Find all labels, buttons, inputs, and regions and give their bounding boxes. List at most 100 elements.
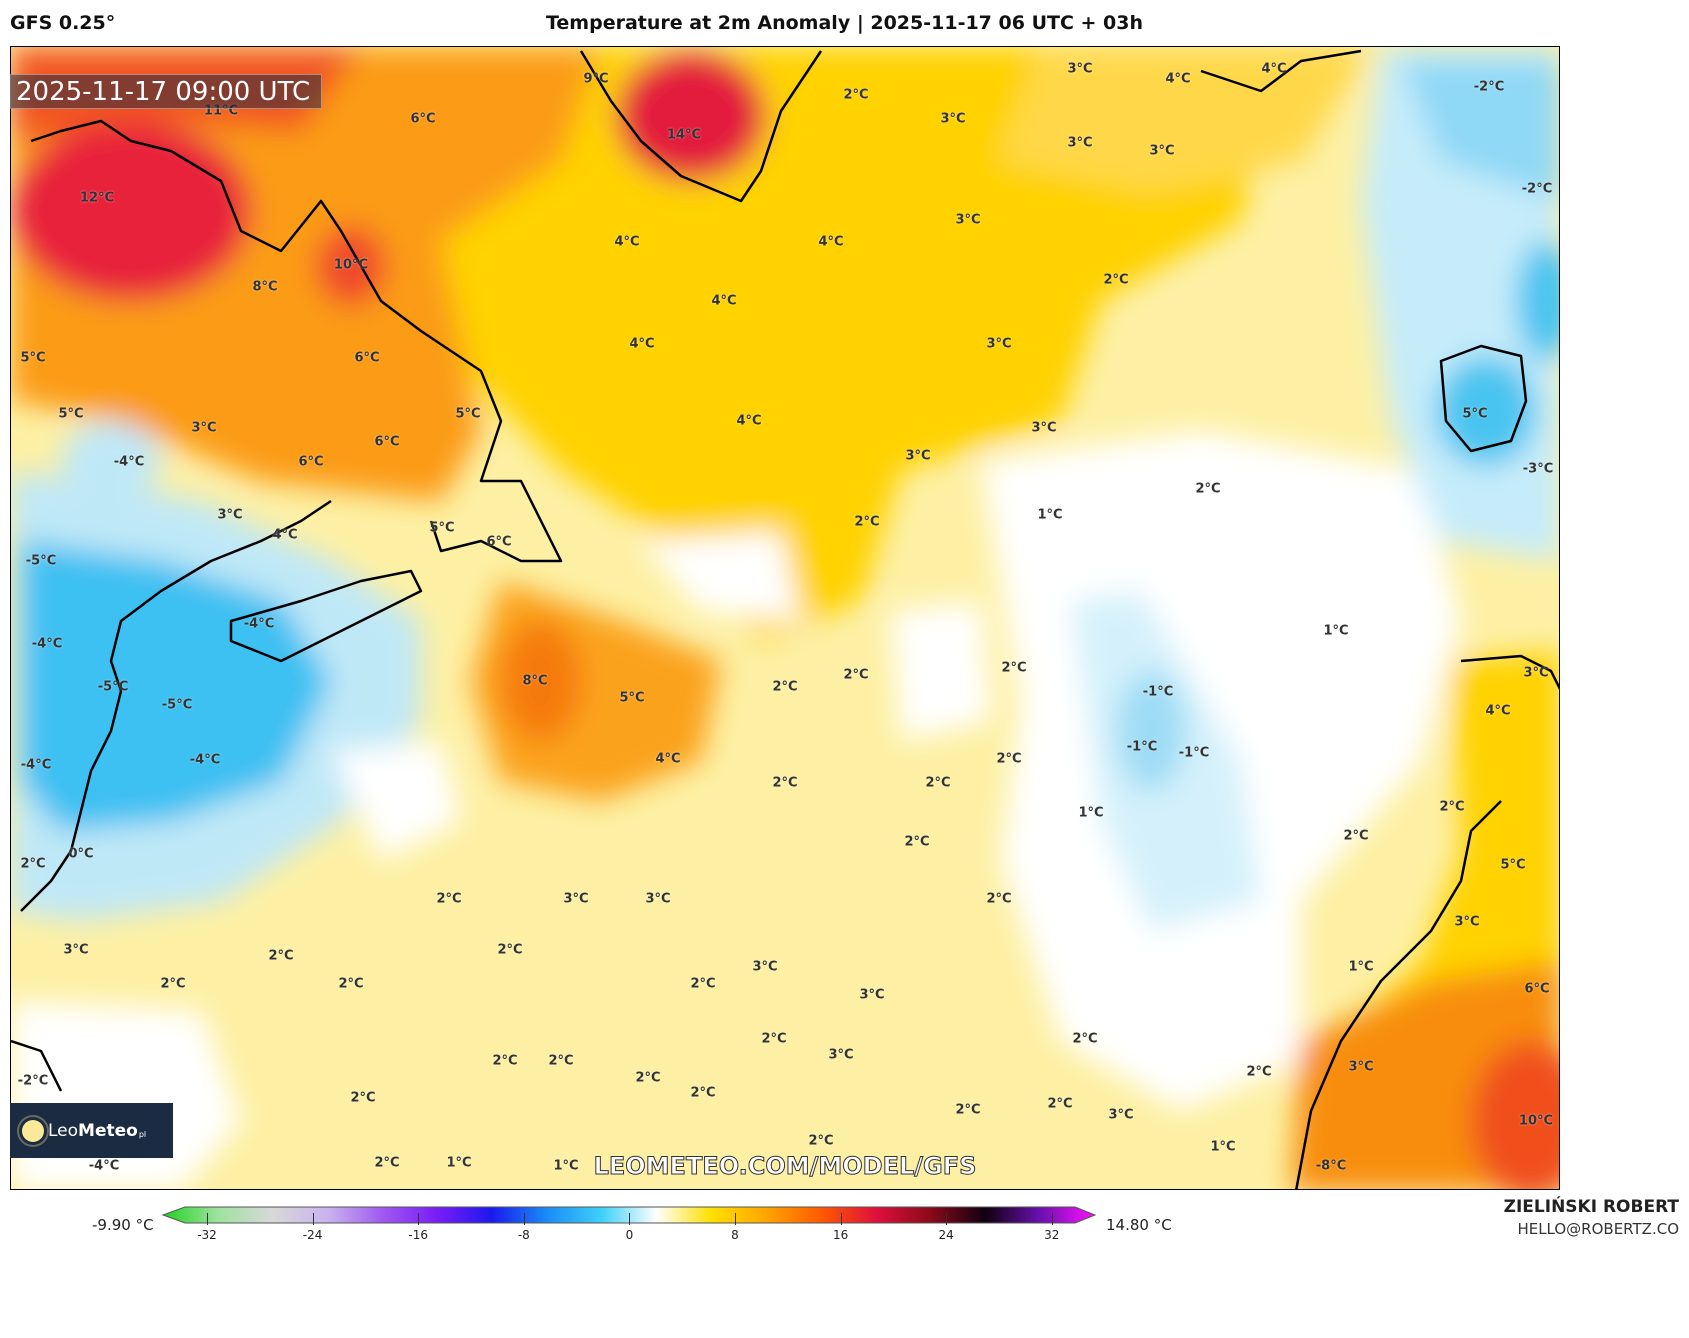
contour-label: 2°C	[854, 514, 880, 530]
contour-label: 3°C	[1454, 914, 1480, 930]
colorbar-tick-label: 32	[1044, 1228, 1060, 1242]
chart-title: Temperature at 2m Anomaly | 2025-11-17 0…	[545, 12, 1144, 34]
contour-label: 4°C	[736, 413, 762, 429]
contour-label: 1°C	[1210, 1139, 1236, 1155]
contour-label: 12°C	[79, 190, 115, 206]
watermark: LEOMETEO.COM/MODEL/GFS	[593, 1152, 977, 1181]
contour-label: -1°C	[1142, 684, 1174, 700]
model-name: GFS 0.25°	[10, 12, 116, 34]
contour-label: 4°C	[711, 293, 737, 309]
contour-label: -1°C	[1178, 745, 1210, 761]
contour-label: 4°C	[614, 234, 640, 250]
contour-label: -2°C	[1473, 79, 1505, 95]
contour-label: 2°C	[20, 856, 46, 872]
map-field	[11, 47, 1559, 1189]
contour-label: 6°C	[354, 350, 380, 366]
contour-label: 9°C	[583, 71, 609, 87]
contour-label: 6°C	[1524, 981, 1550, 997]
contour-label: 5°C	[455, 406, 481, 422]
contour-label: 1°C	[446, 1155, 472, 1171]
contour-label: 6°C	[410, 111, 436, 127]
contour-label: -4°C	[31, 636, 63, 652]
contour-label: 3°C	[859, 987, 885, 1003]
colorbar-tick-mark	[629, 1213, 631, 1225]
contour-label: 3°C	[63, 942, 89, 958]
contour-label: -4°C	[243, 616, 275, 632]
contour-label: 2°C	[690, 976, 716, 992]
colorbar-tick-label: -24	[302, 1228, 323, 1242]
author-email[interactable]: HELLO@ROBERTZ.CO	[1517, 1220, 1679, 1238]
contour-label: 6°C	[486, 534, 512, 550]
colorbar-tick-label: 24	[938, 1228, 954, 1242]
colorbar-tick-label: 8	[731, 1228, 739, 1242]
author-name: ZIELIŃSKI ROBERT	[1503, 1197, 1679, 1217]
contour-label: 2°C	[374, 1155, 400, 1171]
colorbar-tick-label: 16	[832, 1228, 849, 1242]
colorbar-tick-mark	[1051, 1213, 1053, 1225]
contour-label: -2°C	[17, 1073, 49, 1089]
contour-label: 1°C	[553, 1158, 579, 1174]
contour-label: -4°C	[113, 454, 145, 470]
contour-label: 5°C	[1500, 857, 1526, 873]
contour-label: 2°C	[350, 1090, 376, 1106]
contour-label: 5°C	[429, 520, 455, 536]
contour-label: 2°C	[1072, 1031, 1098, 1047]
leometeo-logo[interactable]: Leo Meteo pl	[10, 1103, 173, 1158]
contour-label: 2°C	[1246, 1064, 1272, 1080]
contour-label: 6°C	[298, 454, 324, 470]
anomaly-map: 11°C 6°C 12°C 14°C 9°C 2°C 3°C 4°C 4°C -2°C 3°C 3°C…	[10, 46, 1560, 1190]
contour-label: -3°C	[1522, 461, 1554, 477]
contour-label: -4°C	[20, 757, 52, 773]
colorbar	[161, 1206, 1097, 1224]
contour-label: 3°C	[645, 891, 671, 907]
contour-label: 2°C	[843, 667, 869, 683]
contour-label: 2°C	[268, 948, 294, 964]
contour-label: 3°C	[1348, 1059, 1374, 1075]
colorbar-tick-label: -32	[197, 1228, 217, 1242]
contour-label: 3°C	[1523, 665, 1549, 681]
contour-label: 3°C	[191, 420, 217, 436]
valid-time-badge: 2025-11-17 09:00 UTC	[10, 74, 322, 109]
contour-label: 8°C	[252, 279, 278, 295]
contour-label: 14°C	[666, 127, 702, 143]
colorbar-tick-label: 0	[625, 1228, 634, 1242]
contour-label: 10°C	[1518, 1113, 1554, 1129]
contour-label: 2°C	[925, 775, 951, 791]
contour-label: 5°C	[20, 350, 46, 366]
contour-label: 2°C	[761, 1031, 787, 1047]
contour-label: 1°C	[1037, 507, 1063, 523]
contour-label: 5°C	[619, 690, 645, 706]
contour-label: -4°C	[88, 1158, 120, 1174]
contour-label: 2°C	[1047, 1096, 1073, 1112]
contour-label: 4°C	[1165, 71, 1191, 87]
contour-label: 2°C	[548, 1053, 574, 1069]
contour-label: 5°C	[58, 406, 84, 422]
contour-label: 2°C	[635, 1070, 661, 1086]
colorbar-tick-mark	[946, 1213, 948, 1225]
contour-label: 5°C	[1462, 406, 1488, 422]
contour-label: 2°C	[843, 87, 869, 103]
contour-label: 1°C	[1348, 959, 1374, 975]
contour-label: 3°C	[1067, 135, 1093, 151]
contour-label: 4°C	[1261, 61, 1287, 77]
colorbar-tick-mark	[523, 1213, 525, 1225]
contour-label: 0°C	[68, 846, 94, 862]
contour-label: 2°C	[772, 775, 798, 791]
contour-label: 2°C	[492, 1053, 518, 1069]
contour-label: 3°C	[828, 1047, 854, 1063]
coastlines	[11, 49, 1559, 1189]
colorbar-tick-mark	[840, 1213, 842, 1225]
contour-label: 2°C	[996, 751, 1022, 767]
contour-label: 2°C	[160, 976, 186, 992]
contour-label: 3°C	[986, 336, 1012, 352]
contour-label: -4°C	[189, 752, 221, 768]
contour-label: 2°C	[986, 891, 1012, 907]
contour-label: 2°C	[497, 942, 523, 958]
contour-label: 1°C	[1078, 805, 1104, 821]
contour-label: 2°C	[338, 976, 364, 992]
contour-label: -1°C	[1126, 739, 1158, 755]
colorbar-tick-mark	[735, 1213, 736, 1225]
logo-suffix: pl	[138, 1130, 147, 1139]
colorbar-min-label: -9.90 °C	[92, 1216, 154, 1234]
colorbar-max-label: 14.80 °C	[1106, 1216, 1172, 1234]
